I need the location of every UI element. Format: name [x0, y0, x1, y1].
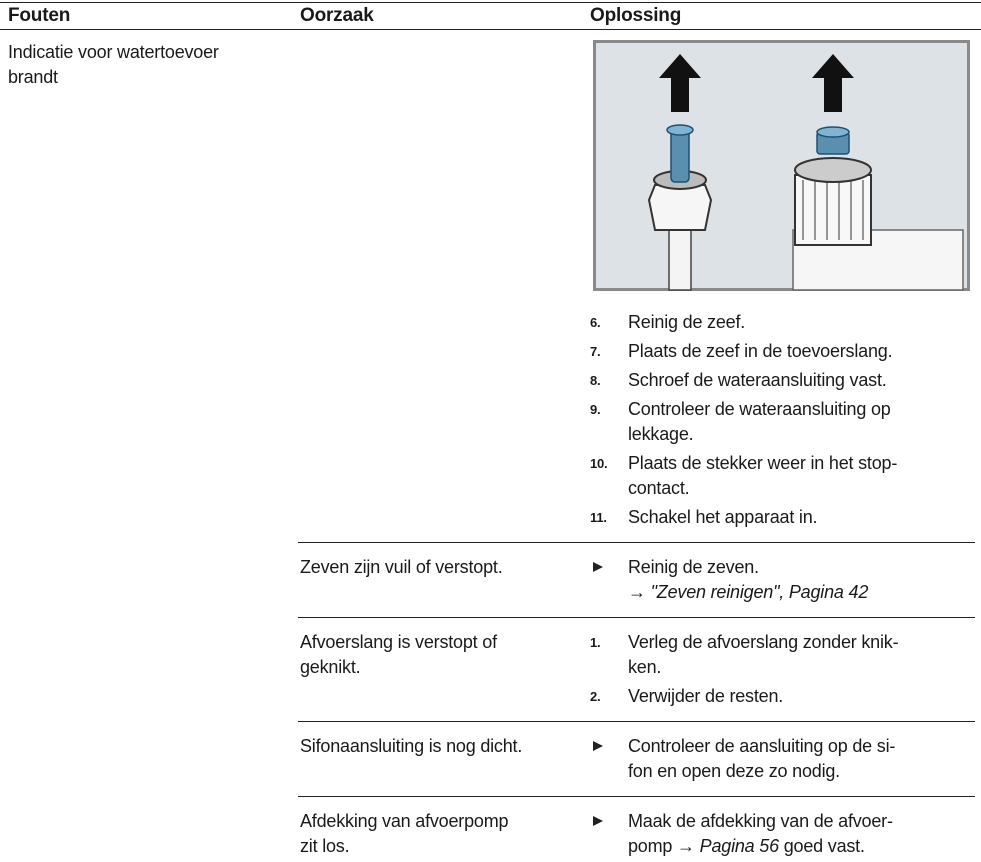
step-text: Plaats de zeef in de toevoerslang. [628, 341, 893, 361]
step-number: 10. [590, 456, 608, 471]
text-segment: pomp → [628, 836, 700, 856]
fault-text: Indicatie voor watertoevoer [8, 42, 219, 62]
step-number: 2. [590, 689, 601, 704]
step-text: Schakel het apparaat in. [628, 507, 818, 527]
link-text: "Zeven reinigen", Pagina 42 [650, 582, 869, 602]
step-text: Verleg de afvoerslang zonder knik- [628, 632, 899, 652]
step-text: Reinig de zeven. [628, 557, 759, 577]
step-text: Maak de afdekking van de afvoer- [628, 811, 893, 831]
bullet [593, 741, 603, 751]
header-rule [0, 29, 981, 30]
link-text: Pagina 56 [699, 836, 779, 856]
bullet [593, 816, 603, 826]
filter-illustration [593, 40, 970, 291]
text-segment: → [628, 582, 651, 602]
step-text: ken. [628, 657, 662, 677]
step-number: 6. [590, 315, 601, 330]
step-text: Controleer de wateraansluiting op [628, 399, 891, 419]
table-top-rule [0, 2, 981, 3]
step-text: lekkage. [628, 424, 694, 444]
cause-text: Afvoerslang is verstopt of [300, 632, 497, 652]
step-text: Reinig de zeef. [628, 312, 746, 332]
bullet [593, 562, 603, 572]
step-text: fon en open deze zo nodig. [628, 761, 840, 781]
cause-text: Afdekking van afvoerpomp [300, 811, 509, 831]
cause-text: Zeven zijn vuil of verstopt. [300, 557, 503, 577]
step-text: → "Zeven reinigen", Pagina 42 [628, 580, 868, 604]
step-text: pomp → Pagina 56 goed vast. [628, 834, 865, 858]
text-segment: goed vast. [778, 836, 865, 856]
step-number: 9. [590, 402, 601, 417]
fault-text: brandt [8, 67, 58, 87]
step-text: Schroef de wateraansluiting vast. [628, 370, 887, 390]
column-header: Oorzaak [300, 5, 374, 26]
column-header: Oplossing [590, 5, 682, 26]
row-rule [298, 720, 975, 722]
cause-text: geknikt. [300, 657, 361, 677]
step-number: 11. [590, 510, 607, 525]
step-text: Controleer de aansluiting op de si- [628, 736, 896, 756]
step-text: Verwijder de resten. [628, 686, 784, 706]
step-number: 8. [590, 373, 601, 388]
row-rule [298, 616, 975, 618]
cause-text: zit los. [300, 836, 350, 856]
column-header: Fouten [8, 5, 71, 26]
cause-text: Sifonaansluiting is nog dicht. [300, 736, 523, 756]
row-rule [298, 541, 975, 543]
step-text: Plaats de stekker weer in het stop- [628, 453, 898, 473]
step-number: 1. [590, 635, 601, 650]
step-number: 7. [590, 344, 601, 359]
row-rule [298, 795, 975, 797]
step-text: contact. [628, 478, 690, 498]
